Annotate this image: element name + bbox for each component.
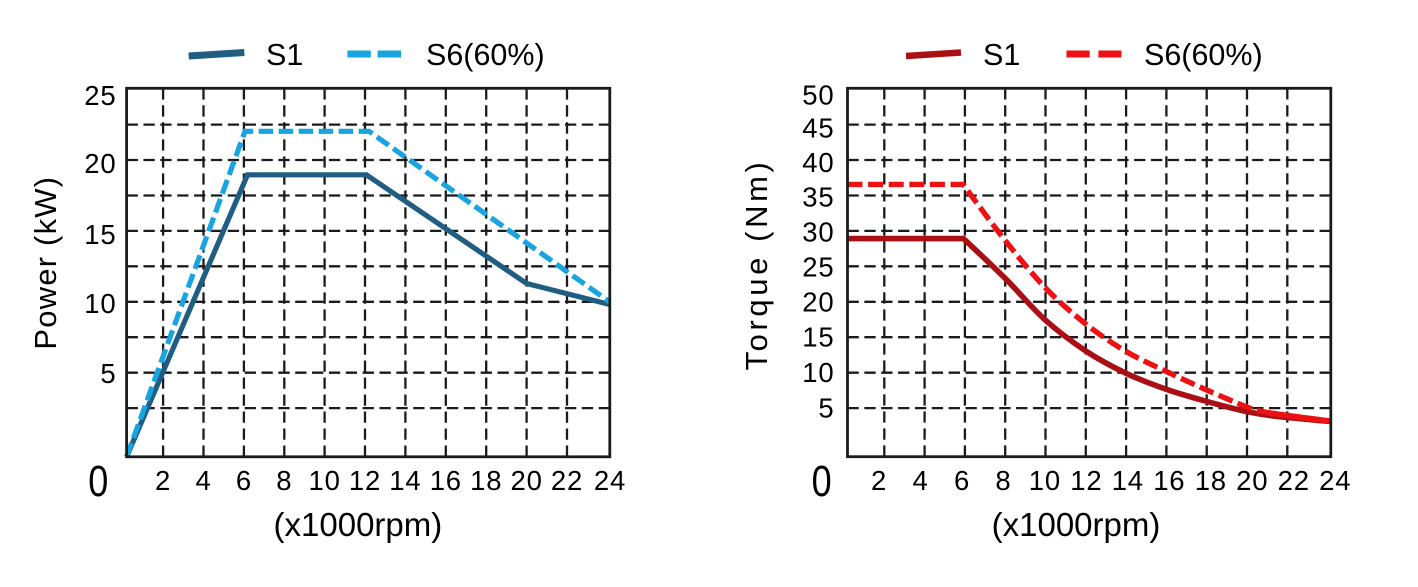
svg-text:S1: S1 xyxy=(983,38,1020,72)
svg-text:15: 15 xyxy=(802,322,834,353)
svg-text:2: 2 xyxy=(155,465,171,496)
svg-text:15: 15 xyxy=(84,219,116,250)
svg-text:18: 18 xyxy=(470,465,502,496)
svg-text:4: 4 xyxy=(195,465,211,496)
svg-text:20: 20 xyxy=(802,287,834,318)
svg-text:(x1000rpm): (x1000rpm) xyxy=(274,506,443,543)
svg-text:16: 16 xyxy=(430,465,462,496)
svg-text:0: 0 xyxy=(88,457,108,506)
svg-text:0: 0 xyxy=(812,457,832,506)
svg-text:5: 5 xyxy=(100,358,116,389)
svg-text:40: 40 xyxy=(802,147,834,178)
svg-text:35: 35 xyxy=(802,182,834,213)
svg-text:10: 10 xyxy=(802,357,834,388)
svg-text:45: 45 xyxy=(802,113,834,144)
svg-text:10: 10 xyxy=(84,288,116,319)
svg-text:20: 20 xyxy=(510,465,542,496)
svg-text:10: 10 xyxy=(1029,465,1061,496)
svg-text:14: 14 xyxy=(389,465,421,496)
svg-text:24: 24 xyxy=(594,465,626,496)
svg-text:50: 50 xyxy=(802,80,834,111)
svg-text:22: 22 xyxy=(551,465,583,496)
svg-text:10: 10 xyxy=(308,465,340,496)
svg-text:Power (kW): Power (kW) xyxy=(28,176,63,350)
svg-text:14: 14 xyxy=(1112,465,1144,496)
svg-text:5: 5 xyxy=(818,393,834,424)
svg-text:Torque (Nm): Torque (Nm) xyxy=(739,159,774,371)
svg-text:6: 6 xyxy=(236,465,252,496)
svg-text:25: 25 xyxy=(802,252,834,283)
svg-text:S6(60%): S6(60%) xyxy=(426,38,545,72)
svg-text:24: 24 xyxy=(1319,465,1351,496)
svg-text:20: 20 xyxy=(1236,465,1268,496)
svg-text:S6(60%): S6(60%) xyxy=(1144,38,1263,72)
svg-text:18: 18 xyxy=(1195,465,1227,496)
svg-text:12: 12 xyxy=(1070,465,1102,496)
svg-text:12: 12 xyxy=(349,465,381,496)
svg-text:(x1000rpm): (x1000rpm) xyxy=(992,506,1161,543)
svg-text:6: 6 xyxy=(954,465,970,496)
svg-text:S1: S1 xyxy=(266,38,303,72)
svg-text:8: 8 xyxy=(995,465,1011,496)
svg-text:8: 8 xyxy=(276,465,292,496)
svg-text:2: 2 xyxy=(871,465,887,496)
svg-text:16: 16 xyxy=(1153,465,1185,496)
svg-text:25: 25 xyxy=(84,80,116,111)
svg-text:4: 4 xyxy=(912,465,928,496)
svg-text:22: 22 xyxy=(1278,465,1310,496)
svg-text:20: 20 xyxy=(84,148,116,179)
svg-text:30: 30 xyxy=(802,217,834,248)
